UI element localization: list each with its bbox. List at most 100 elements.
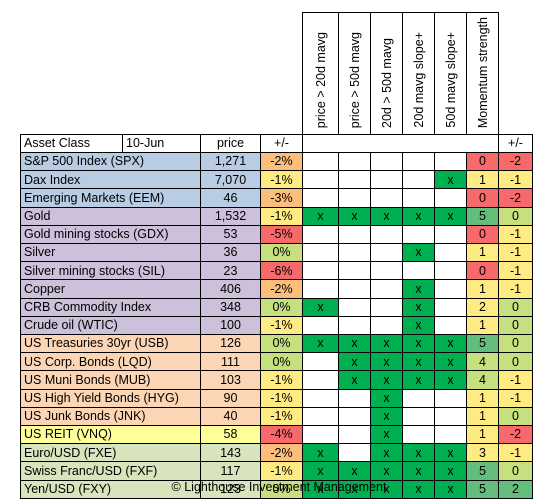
signal-cell bbox=[434, 279, 467, 299]
price-value: 40 bbox=[200, 406, 261, 426]
signal-cell: x bbox=[302, 206, 339, 226]
signal-cell bbox=[370, 315, 403, 335]
momentum-value: 0 bbox=[466, 152, 499, 172]
momentum-value: 2 bbox=[466, 297, 499, 317]
signal-cell bbox=[370, 297, 403, 317]
price-value: 100 bbox=[200, 315, 261, 335]
signal-cell bbox=[338, 425, 371, 445]
asset-name: Silver mining stocks (SIL) bbox=[20, 261, 201, 281]
signal-cell bbox=[402, 425, 435, 445]
signal-cell: x bbox=[434, 206, 467, 226]
signal-cell: x bbox=[338, 461, 371, 481]
signal-cell bbox=[370, 170, 403, 190]
signal-cell: x bbox=[370, 388, 403, 408]
change-value: -2% bbox=[260, 152, 303, 172]
momentum-value: 0 bbox=[466, 261, 499, 281]
signal-cell bbox=[434, 297, 467, 317]
momentum-value: 1 bbox=[466, 315, 499, 335]
asset-name: Emerging Markets (EEM) bbox=[20, 188, 201, 208]
header-label: 20d > 50d mavg bbox=[379, 38, 394, 128]
signal-cell: x bbox=[402, 352, 435, 372]
price-value: 117 bbox=[200, 461, 261, 481]
signal-cell bbox=[370, 224, 403, 244]
momentum-change-value: 2 bbox=[498, 479, 533, 499]
change-value: -1% bbox=[260, 206, 303, 226]
signal-cell bbox=[402, 152, 435, 172]
change-value: 0% bbox=[260, 352, 303, 372]
signal-cell bbox=[302, 261, 339, 281]
signal-cell bbox=[302, 370, 339, 390]
price-value: 90 bbox=[200, 388, 261, 408]
signal-cell bbox=[338, 315, 371, 335]
signal-header: price > 20d mavg bbox=[302, 12, 339, 135]
signal-cell: x bbox=[370, 206, 403, 226]
change-value: -4% bbox=[260, 425, 303, 445]
signal-cell bbox=[370, 243, 403, 263]
signal-cell bbox=[302, 188, 339, 208]
momentum-value: 5 bbox=[466, 334, 499, 354]
signal-cell: x bbox=[434, 352, 467, 372]
footer-credit: © Lighthouse Investment Management bbox=[171, 480, 387, 494]
price-value: 1,532 bbox=[200, 206, 261, 226]
signal-cell bbox=[370, 261, 403, 281]
signal-cell bbox=[434, 152, 467, 172]
signal-cell bbox=[402, 170, 435, 190]
momentum-value: 1 bbox=[466, 243, 499, 263]
momentum-change-value: -1 bbox=[498, 170, 533, 190]
asset-name: US REIT (VNQ) bbox=[20, 425, 201, 445]
signal-cell bbox=[338, 243, 371, 263]
signal-cell: x bbox=[370, 425, 403, 445]
signal-cell bbox=[434, 388, 467, 408]
price-value: 46 bbox=[200, 188, 261, 208]
signal-cell bbox=[338, 297, 371, 317]
change-value: -1% bbox=[260, 370, 303, 390]
signal-cell bbox=[370, 279, 403, 299]
signal-cell: x bbox=[402, 334, 435, 354]
header-label: Momentum strength bbox=[475, 16, 490, 128]
asset-name: Copper bbox=[20, 279, 201, 299]
momentum-value: 1 bbox=[466, 388, 499, 408]
asset-name: Dax Index bbox=[20, 170, 201, 190]
momentum-change-value: -1 bbox=[498, 243, 533, 263]
signal-cell bbox=[338, 261, 371, 281]
change-value: 0% bbox=[260, 297, 303, 317]
momentum-value: 5 bbox=[466, 206, 499, 226]
asset-name: Gold mining stocks (GDX) bbox=[20, 224, 201, 244]
signal-cell bbox=[338, 279, 371, 299]
signal-cell bbox=[434, 188, 467, 208]
signal-cell bbox=[434, 406, 467, 426]
momentum-change-value: 0 bbox=[498, 206, 533, 226]
asset-name: Crude oil (WTIC) bbox=[20, 315, 201, 335]
price-value: 36 bbox=[200, 243, 261, 263]
price-value: 7,070 bbox=[200, 170, 261, 190]
signal-cell: x bbox=[370, 406, 403, 426]
change-value: 0% bbox=[260, 334, 303, 354]
asset-name: US Junk Bonds (JNK) bbox=[20, 406, 201, 426]
momentum-change-value: -2 bbox=[498, 152, 533, 172]
header-date: 10-Jun bbox=[122, 134, 201, 153]
signal-cell bbox=[402, 188, 435, 208]
signal-cell: x bbox=[402, 297, 435, 317]
asset-name: CRB Commodity Index bbox=[20, 297, 201, 317]
signal-cell bbox=[338, 188, 371, 208]
momentum-value: 4 bbox=[466, 370, 499, 390]
momentum-change-value: 0 bbox=[498, 315, 533, 335]
momentum-change-value: -1 bbox=[498, 261, 533, 281]
signal-cell bbox=[302, 279, 339, 299]
signal-cell bbox=[434, 261, 467, 281]
momentum-value: 4 bbox=[466, 352, 499, 372]
change-value: -3% bbox=[260, 188, 303, 208]
momentum-value: 3 bbox=[466, 443, 499, 463]
signal-cell bbox=[338, 388, 371, 408]
price-value: 123 bbox=[200, 479, 261, 499]
signal-cell: x bbox=[302, 443, 339, 463]
signal-cell: x bbox=[370, 443, 403, 463]
header-price: price bbox=[200, 134, 261, 153]
signal-cell bbox=[402, 224, 435, 244]
header-asset-class: Asset Class bbox=[20, 134, 123, 153]
signal-cell: x bbox=[302, 334, 339, 354]
signal-cell bbox=[338, 443, 371, 463]
momentum-value: 1 bbox=[466, 406, 499, 426]
signal-header: price > 50d mavg bbox=[338, 12, 371, 135]
momentum-value: 0 bbox=[466, 224, 499, 244]
